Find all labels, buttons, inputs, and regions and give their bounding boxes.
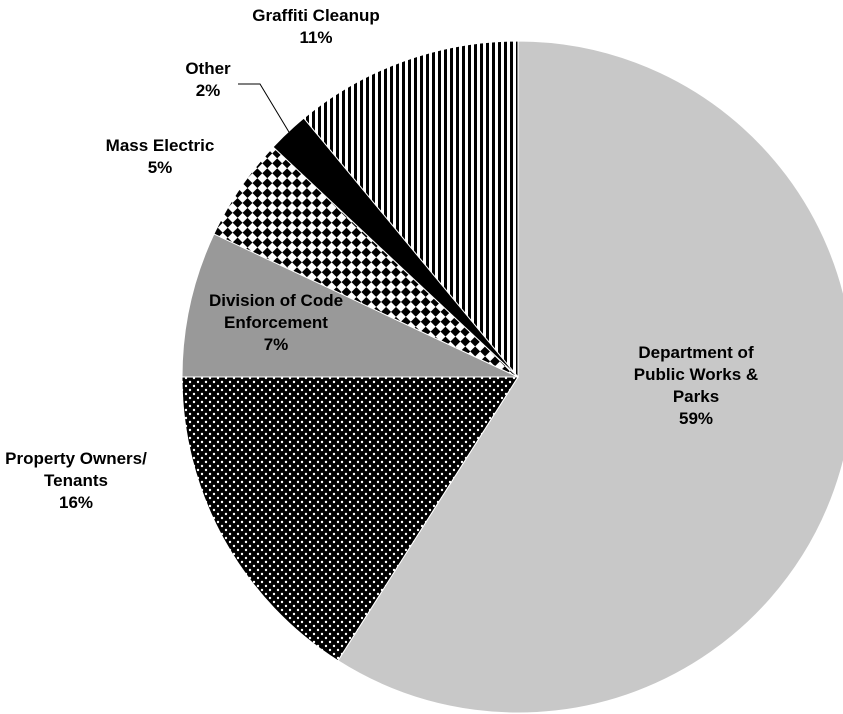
slice-name-label: Property Owners/ (5, 449, 147, 468)
slice-name-label: Public Works & (634, 365, 758, 384)
pie-slice-department-of-public-works-parks (337, 40, 843, 714)
slice-label: Property Owners/Tenants 16% (5, 449, 147, 512)
leader-lines-layer (238, 83, 292, 136)
slice-value-label: 2% (196, 81, 221, 100)
slice-name-label: Graffiti Cleanup (252, 6, 380, 25)
pie-slice-division-of-code-enforcement (181, 233, 519, 378)
slice-label: Other 2% (185, 59, 231, 100)
slice-name-label: Division of Code (209, 291, 343, 310)
slice-label: Department of Public Works & Parks 59% (634, 343, 758, 428)
slice-name-label: Tenants (44, 471, 108, 490)
slice-label: Graffiti Cleanup 11% (252, 6, 380, 47)
slice-label: Mass Electric 5% (106, 136, 215, 177)
slice-label: Division of Code Enforcement 7% (209, 291, 343, 354)
pie-slice-property-owners-tenants (181, 376, 519, 662)
labels-layer: Department of Public Works & Parks 59% Prope… (5, 6, 758, 512)
slice-name-label: Other (185, 59, 231, 78)
slices-layer (181, 40, 843, 714)
slice-name-label: Mass Electric (106, 136, 215, 155)
slice-value-label: 7% (264, 335, 289, 354)
slice-name-label: Parks (673, 387, 719, 406)
slice-name-label: Department of (638, 343, 754, 362)
slice-value-label: 16% (59, 493, 93, 512)
slice-value-label: 11% (299, 28, 332, 47)
other-leader-line (238, 83, 292, 136)
slice-value-label: 5% (148, 158, 173, 177)
slice-value-label: 59% (679, 409, 713, 428)
slice-name-label: Enforcement (224, 313, 328, 332)
pie-slice-graffiti-cleanup (303, 40, 519, 379)
